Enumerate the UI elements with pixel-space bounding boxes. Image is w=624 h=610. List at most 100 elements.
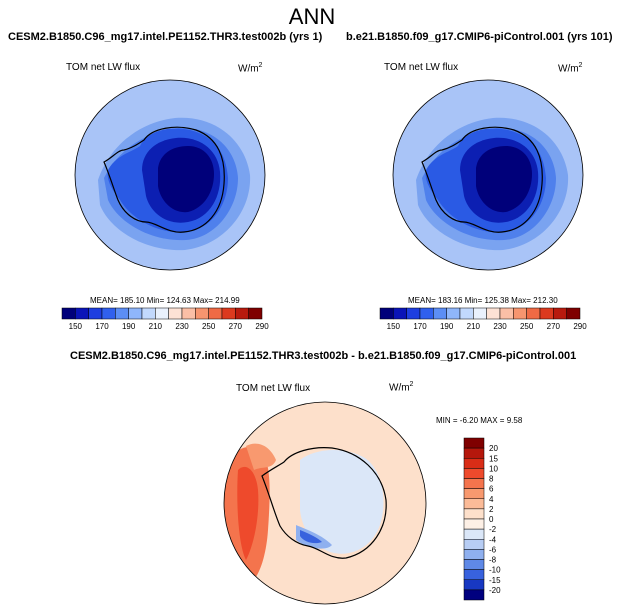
colorbar-swatch xyxy=(433,307,447,320)
colorbar-swatch xyxy=(61,307,76,320)
colorbar-tick-label: 0 xyxy=(489,515,494,524)
colorbar-tick-label: 2 xyxy=(489,505,494,514)
page-title: ANN xyxy=(288,4,336,29)
colorbar-tick-label: 210 xyxy=(467,322,481,331)
map3-frame xyxy=(223,401,427,605)
colorbar-tick-label: 8 xyxy=(489,475,494,484)
colorbar-tick-label: -10 xyxy=(489,566,501,575)
colorbar-swatch xyxy=(463,559,485,570)
map2-contour-band xyxy=(476,146,532,213)
colorbar-tick-label: 250 xyxy=(520,322,534,331)
colorbar-tick-label: 170 xyxy=(95,322,109,331)
colorbar-tick-label: 10 xyxy=(489,464,498,473)
colorbar-swatch xyxy=(539,307,554,320)
colorbar-tick-label: -4 xyxy=(489,535,497,544)
colorbar-tick-label: -2 xyxy=(489,525,497,534)
panel3-units: W/m2 xyxy=(389,381,414,394)
colorbar-swatch xyxy=(463,549,485,560)
panel2-stats: MEAN= 183.16 Min= 125.38 Max= 212.30 xyxy=(408,296,558,305)
colorbar-swatch xyxy=(406,307,421,320)
colorbar-swatch xyxy=(499,307,514,320)
map3-contour-band xyxy=(237,466,259,560)
colorbar-swatch xyxy=(463,458,485,469)
map1-frame xyxy=(74,79,266,271)
colorbar-swatch xyxy=(463,488,485,499)
colorbar-swatch xyxy=(513,307,527,320)
panel1-variable-label: TOM net LW flux xyxy=(66,62,141,73)
colorbar-swatch xyxy=(168,307,183,320)
colorbar-tick-label: 250 xyxy=(202,322,216,331)
colorbar-swatch xyxy=(181,307,196,320)
colorbar-swatch xyxy=(248,307,263,320)
panel1-stats: MEAN= 185.10 Min= 124.63 Max= 214.99 xyxy=(90,296,240,305)
colorbar-tick-label: 150 xyxy=(387,322,401,331)
colorbar-swatch xyxy=(141,307,156,320)
colorbar-swatch xyxy=(393,307,407,320)
colorbar-swatch xyxy=(463,498,485,510)
colorbar-tick-label: 290 xyxy=(573,322,587,331)
colorbar-tick-label: 290 xyxy=(255,322,269,331)
colorbar-swatch xyxy=(208,307,223,320)
colorbar-tick-label: 4 xyxy=(489,495,494,504)
map1-polar-plot xyxy=(74,79,266,271)
colorbar-swatch xyxy=(463,539,485,550)
colorbar-swatch xyxy=(221,307,236,320)
panel3-stats: MIN = -6.20 MAX = 9.58 xyxy=(436,416,523,425)
colorbar-tick-label: 190 xyxy=(440,322,454,331)
colorbar-swatch xyxy=(379,307,394,320)
map3-contour-band xyxy=(300,449,384,554)
colorbar-swatch xyxy=(88,307,103,320)
colorbar-swatch xyxy=(463,528,485,540)
colorbar-swatch xyxy=(459,307,474,320)
colorbar-swatch xyxy=(553,307,567,320)
colorbar-swatch xyxy=(128,307,143,320)
colorbar-tick-label: 270 xyxy=(547,322,561,331)
map2-colorbar: 150 170 190 210 230 250 270 290 xyxy=(379,307,587,331)
panel1-case-title: CESM2.B1850.C96_mg17.intel.PE1152.THR3.t… xyxy=(8,31,323,43)
colorbar-swatch xyxy=(463,478,485,489)
colorbar-swatch xyxy=(419,307,434,320)
colorbar-swatch xyxy=(463,518,485,530)
colorbar-swatch xyxy=(463,589,485,601)
colorbar-tick-label: -6 xyxy=(489,545,497,554)
map1-contour-band xyxy=(158,146,214,213)
map1-coastline xyxy=(103,126,225,233)
colorbar-tick-label: -8 xyxy=(489,556,497,565)
colorbar-swatch xyxy=(486,307,501,320)
colorbar-swatch xyxy=(473,307,487,320)
colorbar-swatch xyxy=(526,307,541,320)
colorbar-swatch xyxy=(115,307,129,320)
colorbar-tick-label: 170 xyxy=(413,322,427,331)
colorbar-tick-label: 270 xyxy=(229,322,243,331)
colorbar-tick-label: 150 xyxy=(69,322,83,331)
colorbar-swatch xyxy=(463,579,485,591)
colorbar-swatch xyxy=(446,307,461,320)
colorbar-tick-label: -15 xyxy=(489,576,501,585)
map2-polar-plot xyxy=(392,79,584,271)
colorbar-tick-label: -20 xyxy=(489,586,501,595)
map1-colorbar: 150 170 190 210 230 250 270 290 xyxy=(61,307,269,331)
panel2-units: W/m2 xyxy=(558,62,583,75)
map2-frame xyxy=(392,79,584,271)
panel1-units: W/m2 xyxy=(238,62,263,75)
colorbar-swatch xyxy=(155,307,169,320)
panel3-variable-label: TOM net LW flux xyxy=(236,383,311,394)
colorbar-swatch xyxy=(235,307,249,320)
colorbar-tick-label: 230 xyxy=(493,322,507,331)
map3-coastline xyxy=(261,447,387,559)
colorbar-tick-label: 190 xyxy=(122,322,136,331)
colorbar-tick-label: 15 xyxy=(489,454,498,463)
colorbar-swatch xyxy=(101,307,116,320)
panel2-variable-label: TOM net LW flux xyxy=(384,62,459,73)
colorbar-swatch xyxy=(463,447,485,459)
colorbar-tick-label: 210 xyxy=(149,322,163,331)
colorbar-swatch xyxy=(195,307,209,320)
colorbar-swatch xyxy=(566,307,581,320)
map2-coastline xyxy=(421,126,543,233)
panel2-case-title: b.e21.B1850.f09_g17.CMIP6-piControl.001 … xyxy=(346,31,613,43)
colorbar-swatch xyxy=(75,307,89,320)
colorbar-swatch xyxy=(463,569,485,580)
colorbar-swatch xyxy=(463,437,485,449)
